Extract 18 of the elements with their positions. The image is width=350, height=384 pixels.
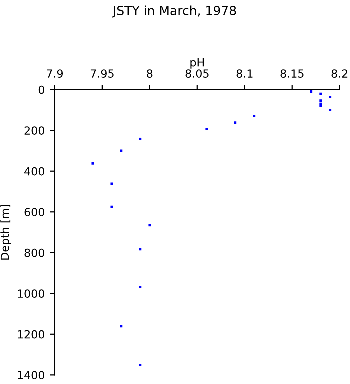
x-tick-label: 8 xyxy=(147,70,153,78)
x-tick-label: 8.1 xyxy=(236,70,253,78)
x-tick-label: 8.05 xyxy=(186,70,209,78)
x-axis-title: pH xyxy=(190,58,204,69)
x-tick-label: 8.15 xyxy=(280,70,304,78)
y-tick-label: 1400 xyxy=(18,371,44,380)
x-tick-label: 7.9 xyxy=(47,70,64,78)
y-tick-label: 0 xyxy=(38,86,44,94)
y-tick-label: 400 xyxy=(24,167,44,176)
y-tick-label: 1000 xyxy=(18,290,44,298)
y-tick-label: 600 xyxy=(24,208,44,217)
y-tick-label: 1200 xyxy=(18,330,44,339)
y-axis-title: Depth [m] xyxy=(0,205,12,260)
x-tick-label: 7.95 xyxy=(90,70,114,78)
chart-title: JSTY in March, 1978 xyxy=(112,6,236,18)
x-tick-label: 8.2 xyxy=(332,70,348,78)
y-tick-label: 800 xyxy=(24,248,44,258)
y-tick-label: 200 xyxy=(24,126,44,135)
